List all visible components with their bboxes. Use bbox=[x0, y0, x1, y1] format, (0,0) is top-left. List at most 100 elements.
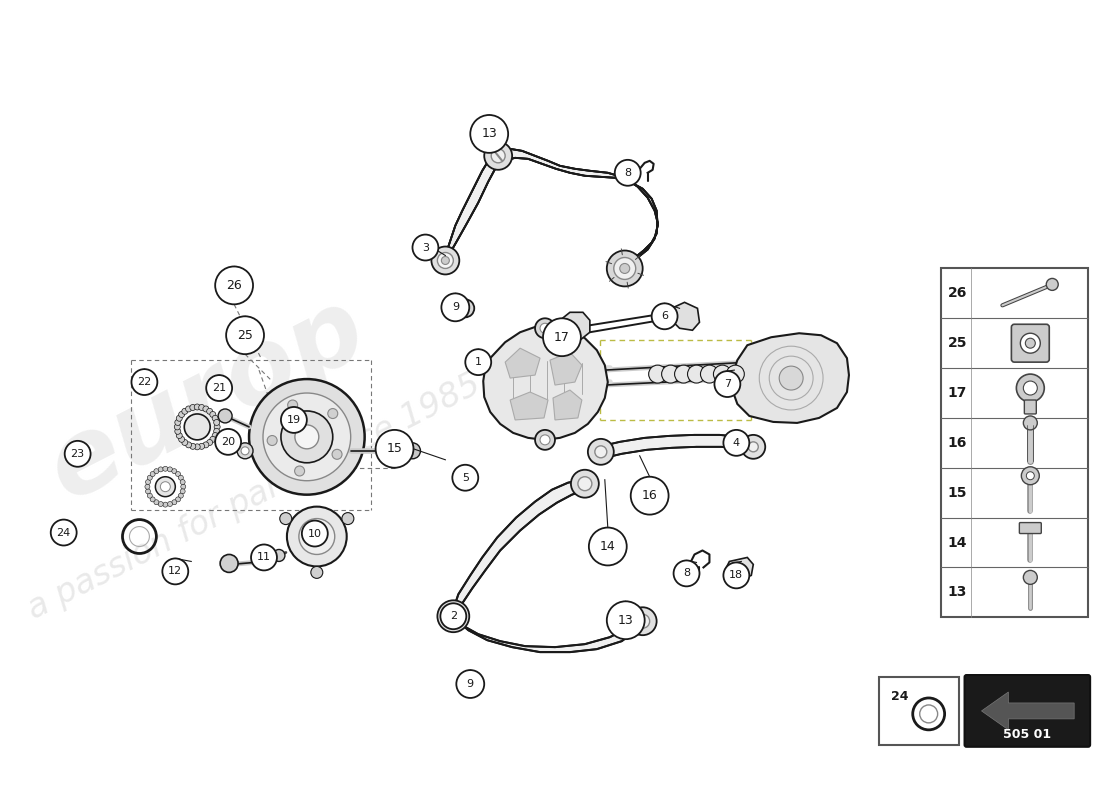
Text: 17: 17 bbox=[554, 330, 570, 344]
Text: 22: 22 bbox=[138, 377, 152, 387]
Text: 26: 26 bbox=[948, 286, 967, 300]
Text: 8: 8 bbox=[624, 168, 631, 178]
Circle shape bbox=[154, 469, 158, 474]
Circle shape bbox=[216, 266, 253, 304]
Circle shape bbox=[469, 680, 476, 688]
Circle shape bbox=[1025, 338, 1035, 348]
Circle shape bbox=[178, 411, 185, 418]
Circle shape bbox=[311, 566, 322, 578]
Circle shape bbox=[471, 115, 508, 153]
Circle shape bbox=[288, 400, 298, 410]
Circle shape bbox=[441, 294, 470, 322]
Text: 6: 6 bbox=[661, 311, 668, 322]
Circle shape bbox=[438, 253, 453, 269]
Circle shape bbox=[571, 470, 598, 498]
Text: 15: 15 bbox=[948, 486, 967, 500]
Circle shape bbox=[151, 471, 155, 477]
Circle shape bbox=[328, 409, 338, 418]
Circle shape bbox=[145, 484, 150, 489]
Text: 9: 9 bbox=[466, 679, 474, 689]
Circle shape bbox=[175, 419, 180, 426]
Circle shape bbox=[238, 443, 253, 458]
Circle shape bbox=[163, 466, 168, 471]
Text: 8: 8 bbox=[683, 568, 690, 578]
Circle shape bbox=[220, 554, 238, 572]
Circle shape bbox=[444, 607, 462, 626]
Circle shape bbox=[147, 493, 152, 498]
Circle shape bbox=[578, 477, 592, 490]
Text: 26: 26 bbox=[227, 279, 242, 292]
Circle shape bbox=[207, 408, 212, 414]
Circle shape bbox=[186, 406, 191, 412]
Circle shape bbox=[202, 442, 209, 448]
Circle shape bbox=[180, 484, 186, 489]
Circle shape bbox=[241, 447, 249, 455]
Text: 17: 17 bbox=[948, 386, 967, 400]
Circle shape bbox=[535, 430, 556, 450]
Circle shape bbox=[178, 493, 184, 498]
Bar bbox=[940, 269, 1088, 618]
FancyBboxPatch shape bbox=[1020, 522, 1042, 534]
Circle shape bbox=[251, 545, 277, 570]
Circle shape bbox=[461, 304, 470, 312]
Circle shape bbox=[180, 479, 185, 485]
Circle shape bbox=[210, 411, 216, 418]
Circle shape bbox=[182, 408, 188, 414]
Circle shape bbox=[779, 366, 803, 390]
Circle shape bbox=[176, 471, 180, 477]
Text: 13: 13 bbox=[482, 127, 497, 141]
Circle shape bbox=[263, 393, 351, 481]
Circle shape bbox=[1026, 472, 1034, 480]
Circle shape bbox=[595, 446, 607, 458]
Text: 7: 7 bbox=[724, 379, 730, 389]
Circle shape bbox=[1023, 570, 1037, 584]
Circle shape bbox=[649, 365, 667, 383]
Circle shape bbox=[543, 318, 581, 356]
Text: 19: 19 bbox=[287, 415, 301, 425]
Circle shape bbox=[158, 502, 163, 506]
Text: 9: 9 bbox=[452, 302, 459, 312]
Text: 3: 3 bbox=[422, 242, 429, 253]
Circle shape bbox=[280, 411, 333, 462]
Circle shape bbox=[178, 436, 185, 442]
Text: 14: 14 bbox=[948, 535, 967, 550]
Circle shape bbox=[629, 607, 657, 635]
Circle shape bbox=[132, 369, 157, 395]
Circle shape bbox=[724, 430, 749, 456]
Text: 25: 25 bbox=[238, 329, 253, 342]
Circle shape bbox=[206, 375, 232, 401]
Text: 5: 5 bbox=[462, 473, 469, 482]
Circle shape bbox=[212, 415, 218, 422]
Circle shape bbox=[726, 365, 745, 383]
Circle shape bbox=[216, 429, 241, 455]
Circle shape bbox=[673, 561, 700, 586]
Text: 23: 23 bbox=[70, 449, 85, 459]
Circle shape bbox=[607, 250, 642, 286]
Circle shape bbox=[540, 435, 550, 445]
Text: 21: 21 bbox=[212, 383, 227, 393]
Text: 505 01: 505 01 bbox=[1003, 728, 1052, 742]
Circle shape bbox=[674, 365, 693, 383]
Circle shape bbox=[147, 475, 152, 480]
Circle shape bbox=[1023, 416, 1037, 430]
Text: 14: 14 bbox=[600, 540, 616, 553]
Circle shape bbox=[163, 502, 168, 507]
Circle shape bbox=[452, 465, 478, 490]
Polygon shape bbox=[483, 326, 608, 440]
Circle shape bbox=[688, 365, 705, 383]
Polygon shape bbox=[510, 392, 548, 420]
Bar bbox=[879, 677, 958, 745]
Polygon shape bbox=[603, 435, 752, 458]
Circle shape bbox=[185, 414, 210, 440]
Circle shape bbox=[202, 406, 209, 412]
Polygon shape bbox=[733, 334, 849, 423]
Circle shape bbox=[175, 428, 180, 434]
Circle shape bbox=[484, 142, 513, 170]
Circle shape bbox=[1022, 466, 1040, 485]
Circle shape bbox=[178, 475, 184, 480]
Circle shape bbox=[227, 316, 264, 354]
Circle shape bbox=[619, 263, 629, 274]
Text: europ: europ bbox=[32, 276, 383, 522]
Circle shape bbox=[151, 497, 155, 502]
FancyBboxPatch shape bbox=[273, 413, 341, 461]
